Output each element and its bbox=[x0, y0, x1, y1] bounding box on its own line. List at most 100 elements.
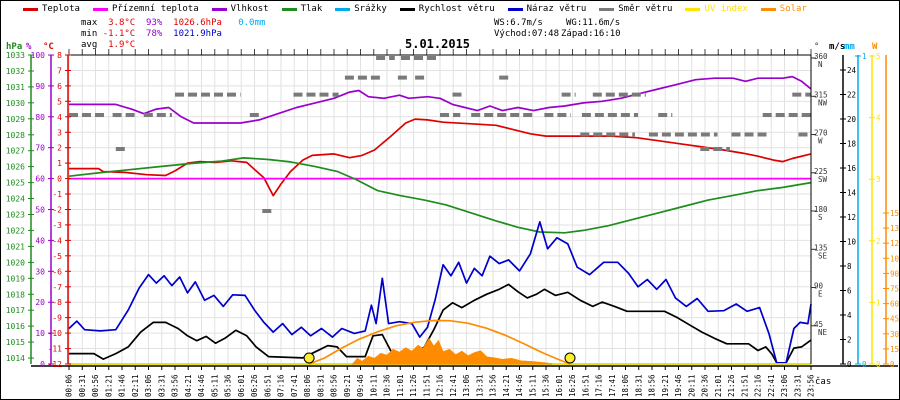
svg-text:1030: 1030 bbox=[6, 99, 25, 108]
svg-text:19:21: 19:21 bbox=[661, 374, 670, 397]
svg-text:5: 5 bbox=[57, 97, 62, 106]
svg-text:S: S bbox=[818, 213, 823, 222]
svg-text:360: 360 bbox=[814, 52, 828, 61]
svg-text:16:51: 16:51 bbox=[581, 374, 590, 397]
svg-text:14:21: 14:21 bbox=[502, 374, 511, 397]
svg-text:90: 90 bbox=[814, 282, 824, 291]
svg-text:0: 0 bbox=[890, 360, 895, 369]
legend-item-srazky: Srážky bbox=[335, 4, 387, 14]
svg-text:20: 20 bbox=[35, 298, 45, 307]
svg-text:12:41: 12:41 bbox=[449, 374, 458, 397]
srazky-legend-label: Srážky bbox=[354, 4, 387, 14]
legend-item-vlhkost: Vlhkost bbox=[211, 4, 269, 14]
svg-text:20:36: 20:36 bbox=[701, 374, 710, 397]
min-humidity: 78% bbox=[146, 29, 163, 39]
svg-text:06:51: 06:51 bbox=[263, 374, 272, 397]
svg-text:23:06: 23:06 bbox=[780, 374, 789, 397]
svg-text:10: 10 bbox=[847, 238, 857, 247]
solar-right-axis: W15001350120010509007506004503001500 bbox=[872, 42, 899, 369]
svg-text:14:46: 14:46 bbox=[515, 374, 524, 397]
legend-item-naraz-vetru: Náraz větru bbox=[507, 4, 586, 14]
legend-item-solar: Solar bbox=[760, 4, 807, 14]
wind-speed-stat: WS:6.7m/s bbox=[494, 18, 543, 28]
svg-text:°C: °C bbox=[43, 42, 54, 52]
tlak-series bbox=[68, 157, 812, 234]
svg-text:07:41: 07:41 bbox=[290, 374, 299, 397]
vlhkost-series bbox=[69, 75, 812, 124]
svg-text:21:01: 21:01 bbox=[714, 374, 723, 397]
svg-text:08:31: 08:31 bbox=[316, 374, 325, 397]
svg-text:13:31: 13:31 bbox=[475, 374, 484, 397]
svg-text:04:21: 04:21 bbox=[184, 374, 193, 397]
sunrise-stat: Východ:07:48 bbox=[494, 29, 560, 39]
svg-text:N: N bbox=[818, 60, 823, 69]
max-pressure: 1026.6hPa bbox=[173, 18, 222, 28]
svg-text:-9: -9 bbox=[52, 314, 62, 323]
svg-text:-7: -7 bbox=[52, 283, 62, 292]
svg-text:1032: 1032 bbox=[6, 67, 25, 76]
svg-text:2: 2 bbox=[876, 237, 881, 246]
svg-text:900: 900 bbox=[890, 269, 899, 278]
min-pressure: 1021.9hPa bbox=[173, 29, 222, 39]
svg-text:50: 50 bbox=[35, 206, 45, 215]
svg-text:225: 225 bbox=[814, 167, 828, 176]
stats-min-row: min -1.1°C 78% 1021.9hPa bbox=[81, 29, 222, 39]
svg-text:01:21: 01:21 bbox=[104, 374, 113, 397]
svg-text:4: 4 bbox=[847, 311, 852, 320]
sun-markers bbox=[303, 352, 576, 364]
svg-text:45: 45 bbox=[814, 320, 823, 329]
max-humidity: 93% bbox=[146, 18, 163, 28]
solar-series bbox=[351, 337, 553, 365]
svg-text:W: W bbox=[818, 137, 823, 146]
svg-text:1: 1 bbox=[876, 298, 881, 307]
svg-text:1: 1 bbox=[862, 52, 867, 61]
svg-text:11:26: 11:26 bbox=[409, 374, 418, 397]
vlhkost-legend-label: Vlhkost bbox=[230, 4, 269, 14]
plot-frame bbox=[31, 54, 898, 367]
svg-text:08:06: 08:06 bbox=[303, 374, 312, 397]
legend-item-prizemni-teplota: Přízemní teplota bbox=[92, 4, 199, 14]
svg-text:5: 5 bbox=[876, 52, 881, 61]
svg-text:01:46: 01:46 bbox=[118, 374, 127, 397]
svg-text:16:26: 16:26 bbox=[568, 374, 577, 397]
stats-avg-row: avg 1.9°C bbox=[81, 40, 135, 50]
svg-text:1350: 1350 bbox=[890, 224, 899, 233]
svg-text:1031: 1031 bbox=[6, 83, 25, 92]
svg-text:3: 3 bbox=[876, 175, 881, 184]
svg-text:4: 4 bbox=[876, 114, 881, 123]
svg-text:80: 80 bbox=[35, 113, 45, 122]
svg-text:0: 0 bbox=[847, 360, 852, 369]
avg-temp: 1.9°C bbox=[108, 40, 136, 50]
svg-text:3: 3 bbox=[57, 128, 62, 137]
svg-text:180: 180 bbox=[814, 205, 828, 214]
svg-text:22:41: 22:41 bbox=[767, 374, 776, 397]
time-axis-title: čas bbox=[815, 376, 831, 387]
svg-text:03:31: 03:31 bbox=[157, 374, 166, 397]
teplota-legend-label: Teplota bbox=[42, 4, 80, 14]
svg-text:2: 2 bbox=[57, 144, 62, 153]
svg-text:09:46: 09:46 bbox=[356, 374, 365, 397]
min-temp: -1.1°C bbox=[102, 29, 136, 39]
naraz-vetru-series bbox=[68, 221, 812, 364]
svg-text:10:11: 10:11 bbox=[369, 374, 378, 397]
legend-item-smer-vetru: Směr větru bbox=[599, 4, 672, 14]
svg-text:17:41: 17:41 bbox=[608, 374, 617, 397]
svg-text:1050: 1050 bbox=[890, 254, 899, 263]
svg-text:-11: -11 bbox=[48, 345, 63, 354]
svg-text:0: 0 bbox=[40, 360, 45, 369]
svg-text:750: 750 bbox=[890, 285, 899, 294]
svg-text:7: 7 bbox=[57, 67, 62, 76]
svg-text:315: 315 bbox=[814, 90, 828, 99]
max-rain: 0.0mm bbox=[238, 18, 266, 28]
svg-text:1015: 1015 bbox=[6, 338, 25, 347]
svg-text:300: 300 bbox=[890, 330, 899, 339]
svg-text:21:51: 21:51 bbox=[740, 374, 749, 397]
vlhkost-legend-swatch bbox=[211, 7, 227, 11]
solar-legend-swatch bbox=[760, 7, 776, 11]
legend-item-uv-index: UV index bbox=[685, 4, 748, 14]
svg-text:m/s: m/s bbox=[829, 42, 845, 52]
svg-text:30: 30 bbox=[35, 267, 45, 276]
